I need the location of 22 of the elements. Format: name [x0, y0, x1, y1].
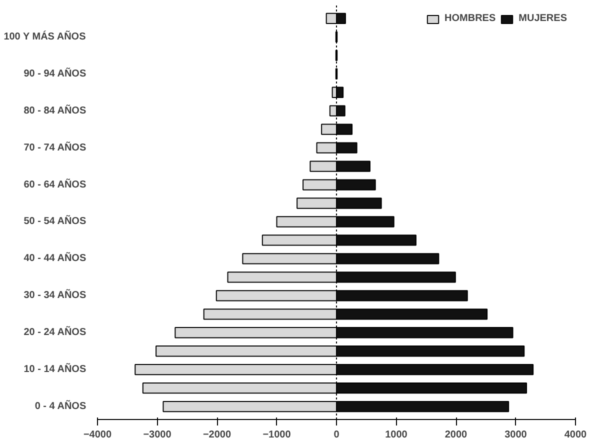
- y-tick-label: 80 - 84 AÑOS: [24, 104, 86, 116]
- x-tick-label: 3000: [504, 430, 528, 440]
- x-tick-label: 0: [334, 430, 340, 440]
- x-tick-label: −4000: [83, 430, 112, 440]
- y-tick-label: 10 - 14 AÑOS: [24, 363, 86, 376]
- y-tick-label: 50 - 54 AÑOS: [24, 215, 86, 228]
- y-tick-label: 30 - 34 AÑOS: [24, 289, 86, 302]
- x-tick-label: −1000: [262, 430, 292, 440]
- x-tick-label: 4000: [564, 430, 588, 440]
- x-tick-label: −3000: [143, 430, 172, 440]
- y-tick-label: 20 - 24 AÑOS: [24, 326, 86, 338]
- legend-label: MUJERES: [518, 13, 567, 24]
- legend-label: HOMBRES: [444, 13, 496, 24]
- y-tick-label: 90 - 94 AÑOS: [24, 67, 86, 80]
- y-tick-label: 70 - 74 AÑOS: [24, 141, 86, 154]
- x-tick-label: 1000: [385, 430, 408, 440]
- y-tick-label: 40 - 44 AÑOS: [24, 252, 86, 264]
- y-tick-label: 100 Y MÁS AÑOS: [4, 30, 86, 42]
- x-tick-label: −2000: [202, 430, 232, 440]
- y-tick-label: 60 - 64 AÑOS: [24, 178, 86, 190]
- x-tick-label: 2000: [444, 430, 468, 440]
- y-tick-label: 0 - 4 AÑOS: [34, 400, 86, 412]
